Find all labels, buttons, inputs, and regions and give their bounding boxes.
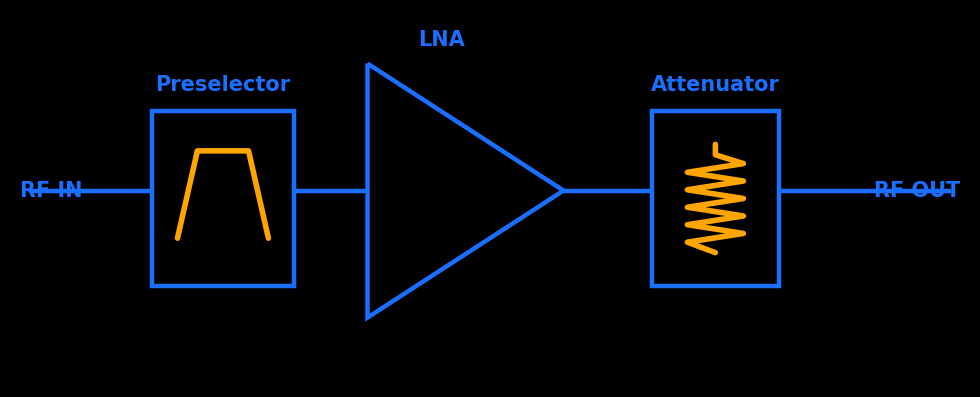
Text: Attenuator: Attenuator <box>651 75 780 95</box>
Text: Preselector: Preselector <box>156 75 290 95</box>
Text: RF IN: RF IN <box>20 181 82 200</box>
Text: LNA: LNA <box>418 30 465 50</box>
Text: RF OUT: RF OUT <box>874 181 960 200</box>
Bar <box>652 111 779 286</box>
Bar <box>152 111 294 286</box>
